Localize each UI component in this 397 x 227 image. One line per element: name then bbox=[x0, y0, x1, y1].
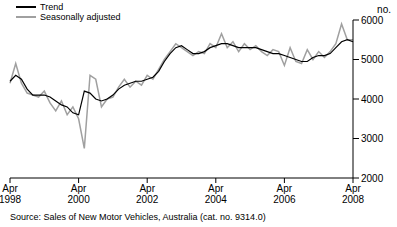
svg-text:5000: 5000 bbox=[361, 54, 384, 65]
svg-text:2000: 2000 bbox=[361, 173, 384, 184]
html-text:Seasonally adjusted: Seasonally adjusted bbox=[40, 12, 121, 22]
svg-text:3000: 3000 bbox=[361, 133, 384, 144]
svg-text:Apr2006: Apr2006 bbox=[273, 183, 296, 205]
html-text:no.: no. bbox=[377, 4, 391, 15]
svg-text:Apr2002: Apr2002 bbox=[136, 183, 159, 205]
html-text:Source: Sales of New Motor Veh: Source: Sales of New Motor Vehicles, Aus… bbox=[10, 212, 266, 222]
svg-text:Apr2000: Apr2000 bbox=[67, 183, 90, 205]
svg-text:4000: 4000 bbox=[361, 94, 384, 105]
svg-text:Apr1998: Apr1998 bbox=[8, 183, 22, 205]
svg-text:Apr2004: Apr2004 bbox=[205, 183, 228, 205]
svg-text:6000: 6000 bbox=[361, 15, 384, 26]
html-text:Trend: Trend bbox=[40, 2, 64, 12]
svg-text:Apr2008: Apr2008 bbox=[342, 183, 365, 205]
